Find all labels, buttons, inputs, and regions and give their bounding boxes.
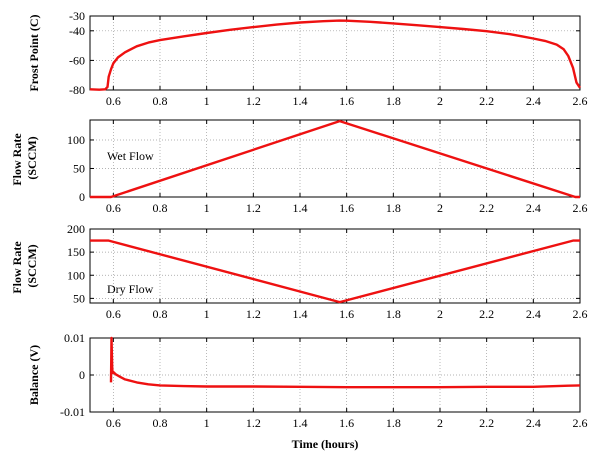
x-tick-label: 2.4 (526, 416, 541, 430)
panel-frost-point: 0.6 0.8 1 1.2 1.4 1.6 1.8 2 2.2 2.4 2.6 -30-40 -60 -8… (27, 9, 588, 108)
plot-frame (89, 119, 581, 198)
x-tick-label: 2.6 (573, 201, 588, 215)
plot-frame (89, 228, 581, 304)
y-axis-label: Flow Rate (SCCM) (10, 130, 39, 185)
x-tick-label: 1.4 (293, 416, 308, 430)
panel-wet-flow: 0.6 0.8 1 1.2 1.4 1.6 1.8 2 2.2 2.4 2.6 0 50 100 Flow… (10, 119, 588, 215)
y-tick-label: 50 (73, 161, 85, 175)
x-tick-label: 2.6 (573, 94, 588, 108)
panel-balance: 0.6 0.8 1 1.2 1.4 1.6 1.8 2 2.2 2.4 2.60.010-0.01 … (27, 331, 588, 451)
x-tick-label: 1.4 (293, 201, 308, 215)
y-tick-label: 50 (73, 291, 85, 305)
y-tick-label: -80 (69, 83, 85, 97)
x-tick-label: 2.2 (479, 201, 494, 215)
x-tick-label: 1.4 (293, 307, 308, 321)
x-tick-label: 2 (437, 94, 443, 108)
x-tick-label: 0.6 (106, 201, 121, 215)
x-tick-label: 0.8 (153, 201, 168, 215)
x-tick-label: 1.4 (293, 94, 308, 108)
x-tick-label: 2.6 (573, 307, 588, 321)
x-tick-label: 0.6 (106, 416, 121, 430)
wet-flow-series-line (90, 119, 580, 199)
x-tick-label: 1 (204, 201, 210, 215)
x-tick-label: 1.8 (386, 307, 401, 321)
y-tick-label: 150 (67, 245, 85, 259)
x-tick-label: 1 (204, 94, 210, 108)
x-tick-label: 2.2 (479, 94, 494, 108)
y-tick-label: 0 (79, 190, 85, 204)
x-tick-label: 2.4 (526, 94, 541, 108)
annotation-wet-flow: Wet Flow (107, 149, 154, 163)
frost-point-series-line (89, 19, 581, 91)
x-tick-label: 2.4 (526, 307, 541, 321)
balance-series-line (109, 336, 581, 389)
y-axis-label: Flow Rate (SCCM) (10, 238, 39, 293)
x-tick-label: 0.8 (153, 307, 168, 321)
x-tick-label: 2 (437, 307, 443, 321)
x-tick-label: 0.8 (153, 94, 168, 108)
y-tick-label: 200 (67, 222, 85, 236)
x-tick-label: 1 (204, 307, 210, 321)
plot-frame (89, 15, 581, 91)
x-tick-label: 0.6 (106, 307, 121, 321)
x-tick-label: 1.2 (246, 307, 261, 321)
x-tick-label: 1.8 (386, 201, 401, 215)
annotation-dry-flow: Dry Flow (107, 282, 154, 296)
y-tick-label: 100 (67, 268, 85, 282)
x-tick-label: 2.2 (479, 416, 494, 430)
x-tick-label: 2.6 (573, 416, 588, 430)
x-tick-label: 2.2 (479, 307, 494, 321)
x-tick-label: 1.6 (339, 307, 354, 321)
x-tick-label: 1.2 (246, 201, 261, 215)
y-axis-label-line2: (SCCM) (25, 244, 39, 287)
y-tick-label: -40 (69, 24, 85, 38)
x-tick-label: 1.8 (386, 94, 401, 108)
y-tick-label: 100 (67, 133, 85, 147)
x-tick-label: 1.6 (339, 416, 354, 430)
x-tick-label: 0.6 (106, 94, 121, 108)
y-axis-label-line1: Flow Rate (10, 241, 24, 294)
x-tick-label: 1.2 (246, 416, 261, 430)
x-tick-label: 1.6 (339, 94, 354, 108)
y-tick-label: -0.01 (60, 405, 85, 419)
y-axis-label-line2: (SCCM) (25, 136, 39, 179)
y-tick-label: 0 (79, 368, 85, 382)
x-tick-label: 1.6 (339, 201, 354, 215)
x-tick-label: 1.8 (386, 416, 401, 430)
y-tick-label: -60 (69, 53, 85, 67)
y-tick-label: 0.01 (64, 331, 85, 345)
dry-flow-series-line (90, 239, 580, 304)
y-axis-label-line1: Flow Rate (10, 133, 24, 186)
x-tick-label: 2.4 (526, 201, 541, 215)
y-tick-label: -30 (69, 9, 85, 23)
x-tick-label: 0.8 (153, 416, 168, 430)
panel-dry-flow: 0.6 0.8 1 1.2 1.4 1.6 1.8 2 2.2 2.4 2.6 50 100 150 200… (10, 222, 588, 321)
y-axis-label: Frost Point (C) (27, 14, 41, 91)
x-axis-label: Time (hours) (292, 437, 359, 451)
y-axis-label: Balance (V) (27, 345, 41, 405)
x-tick-label: 2 (437, 416, 443, 430)
x-tick-label: 1 (204, 416, 210, 430)
x-tick-label: 1.2 (246, 94, 261, 108)
x-tick-label: 2 (437, 201, 443, 215)
